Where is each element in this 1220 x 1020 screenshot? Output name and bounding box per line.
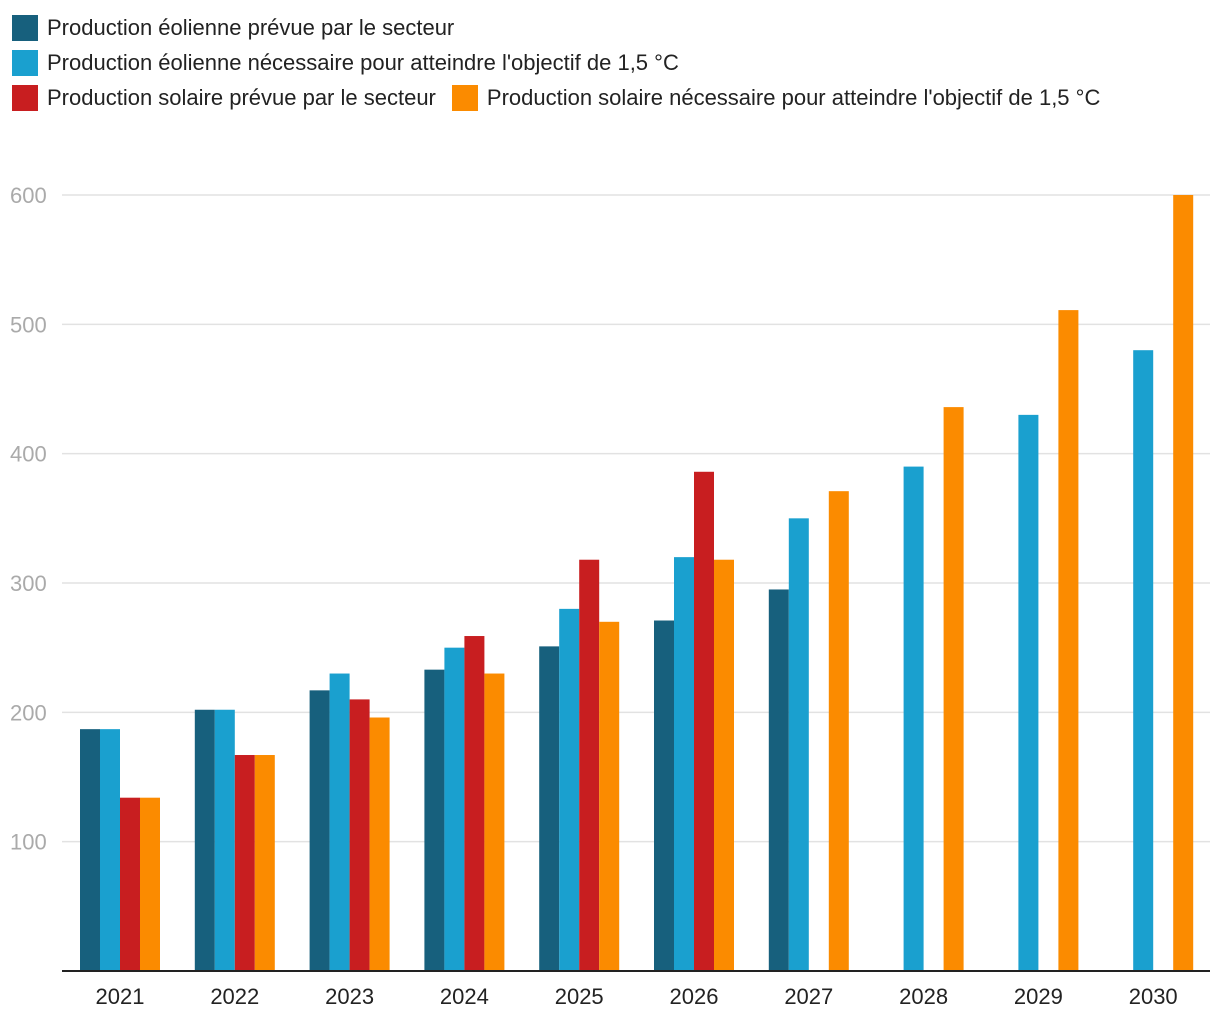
bar	[484, 673, 505, 971]
legend-swatch-solar-planned	[12, 84, 38, 111]
bar	[120, 797, 140, 971]
bar	[424, 669, 445, 971]
y-tick-label: 200	[10, 700, 47, 725]
legend-item-solar-required: Production solaire nécessaire pour attei…	[451, 84, 1101, 111]
legend-item-wind-planned: Production éolienne prévue par le secteu…	[12, 14, 455, 41]
bar	[1133, 350, 1154, 971]
bar	[254, 755, 275, 971]
bar	[140, 797, 160, 971]
x-tick-label: 2030	[1129, 984, 1178, 1009]
bar	[559, 608, 580, 971]
legend-swatch-wind-planned	[12, 14, 38, 41]
y-tick-label: 300	[10, 571, 47, 596]
bar	[539, 646, 560, 971]
bar	[1173, 195, 1194, 971]
bar	[903, 466, 924, 971]
legend-label-solar-planned: Production solaire prévue par le secteur	[47, 84, 436, 110]
bar	[828, 491, 849, 971]
x-tick-label: 2027	[784, 984, 833, 1009]
bar	[788, 518, 809, 971]
bar	[369, 717, 390, 971]
bar	[694, 471, 714, 971]
bar	[309, 690, 330, 971]
legend-row: Production éolienne nécessaire pour atte…	[12, 45, 1212, 80]
x-tick-label: 2026	[670, 984, 719, 1009]
bar	[1018, 414, 1039, 971]
legend-row: Production éolienne prévue par le secteu…	[12, 10, 1212, 45]
legend-label-wind-required: Production éolienne nécessaire pour atte…	[47, 49, 679, 75]
bar	[349, 699, 370, 971]
x-tick-label: 2022	[210, 984, 259, 1009]
x-tick-label: 2029	[1014, 984, 1063, 1009]
bar	[194, 709, 215, 971]
x-tick-label: 2023	[325, 984, 374, 1009]
x-tick-label: 2028	[899, 984, 948, 1009]
bar	[768, 589, 789, 971]
legend-item-wind-required: Production éolienne nécessaire pour atte…	[12, 49, 679, 76]
x-tick-label: 2025	[555, 984, 604, 1009]
y-tick-label: 600	[10, 183, 47, 208]
legend-label-wind-planned: Production éolienne prévue par le secteu…	[47, 14, 455, 40]
bar	[234, 755, 255, 971]
x-tick-label: 2021	[96, 984, 145, 1009]
y-tick-label: 500	[10, 312, 47, 337]
legend: Production éolienne prévue par le secteu…	[12, 10, 1212, 115]
legend-swatch-wind-required	[12, 49, 38, 76]
legend-swatch-solar-required	[451, 84, 478, 111]
bar	[80, 729, 100, 971]
bar	[943, 407, 964, 971]
bar	[214, 709, 235, 971]
bar	[674, 557, 694, 971]
x-tick-label: 2024	[440, 984, 489, 1009]
bar	[444, 647, 465, 971]
legend-row: Production solaire prévue par le secteur…	[12, 80, 1212, 115]
bar	[100, 729, 120, 971]
bar	[599, 621, 620, 971]
y-tick-label: 100	[10, 830, 47, 855]
bar	[654, 620, 674, 971]
bar	[329, 673, 350, 971]
bar	[1058, 310, 1079, 971]
bar	[579, 559, 600, 971]
legend-item-solar-planned: Production solaire prévue par le secteur	[12, 84, 436, 111]
y-tick-label: 400	[10, 442, 47, 467]
legend-label-solar-required: Production solaire nécessaire pour attei…	[486, 84, 1101, 110]
bar	[464, 636, 485, 971]
bar	[714, 559, 734, 971]
